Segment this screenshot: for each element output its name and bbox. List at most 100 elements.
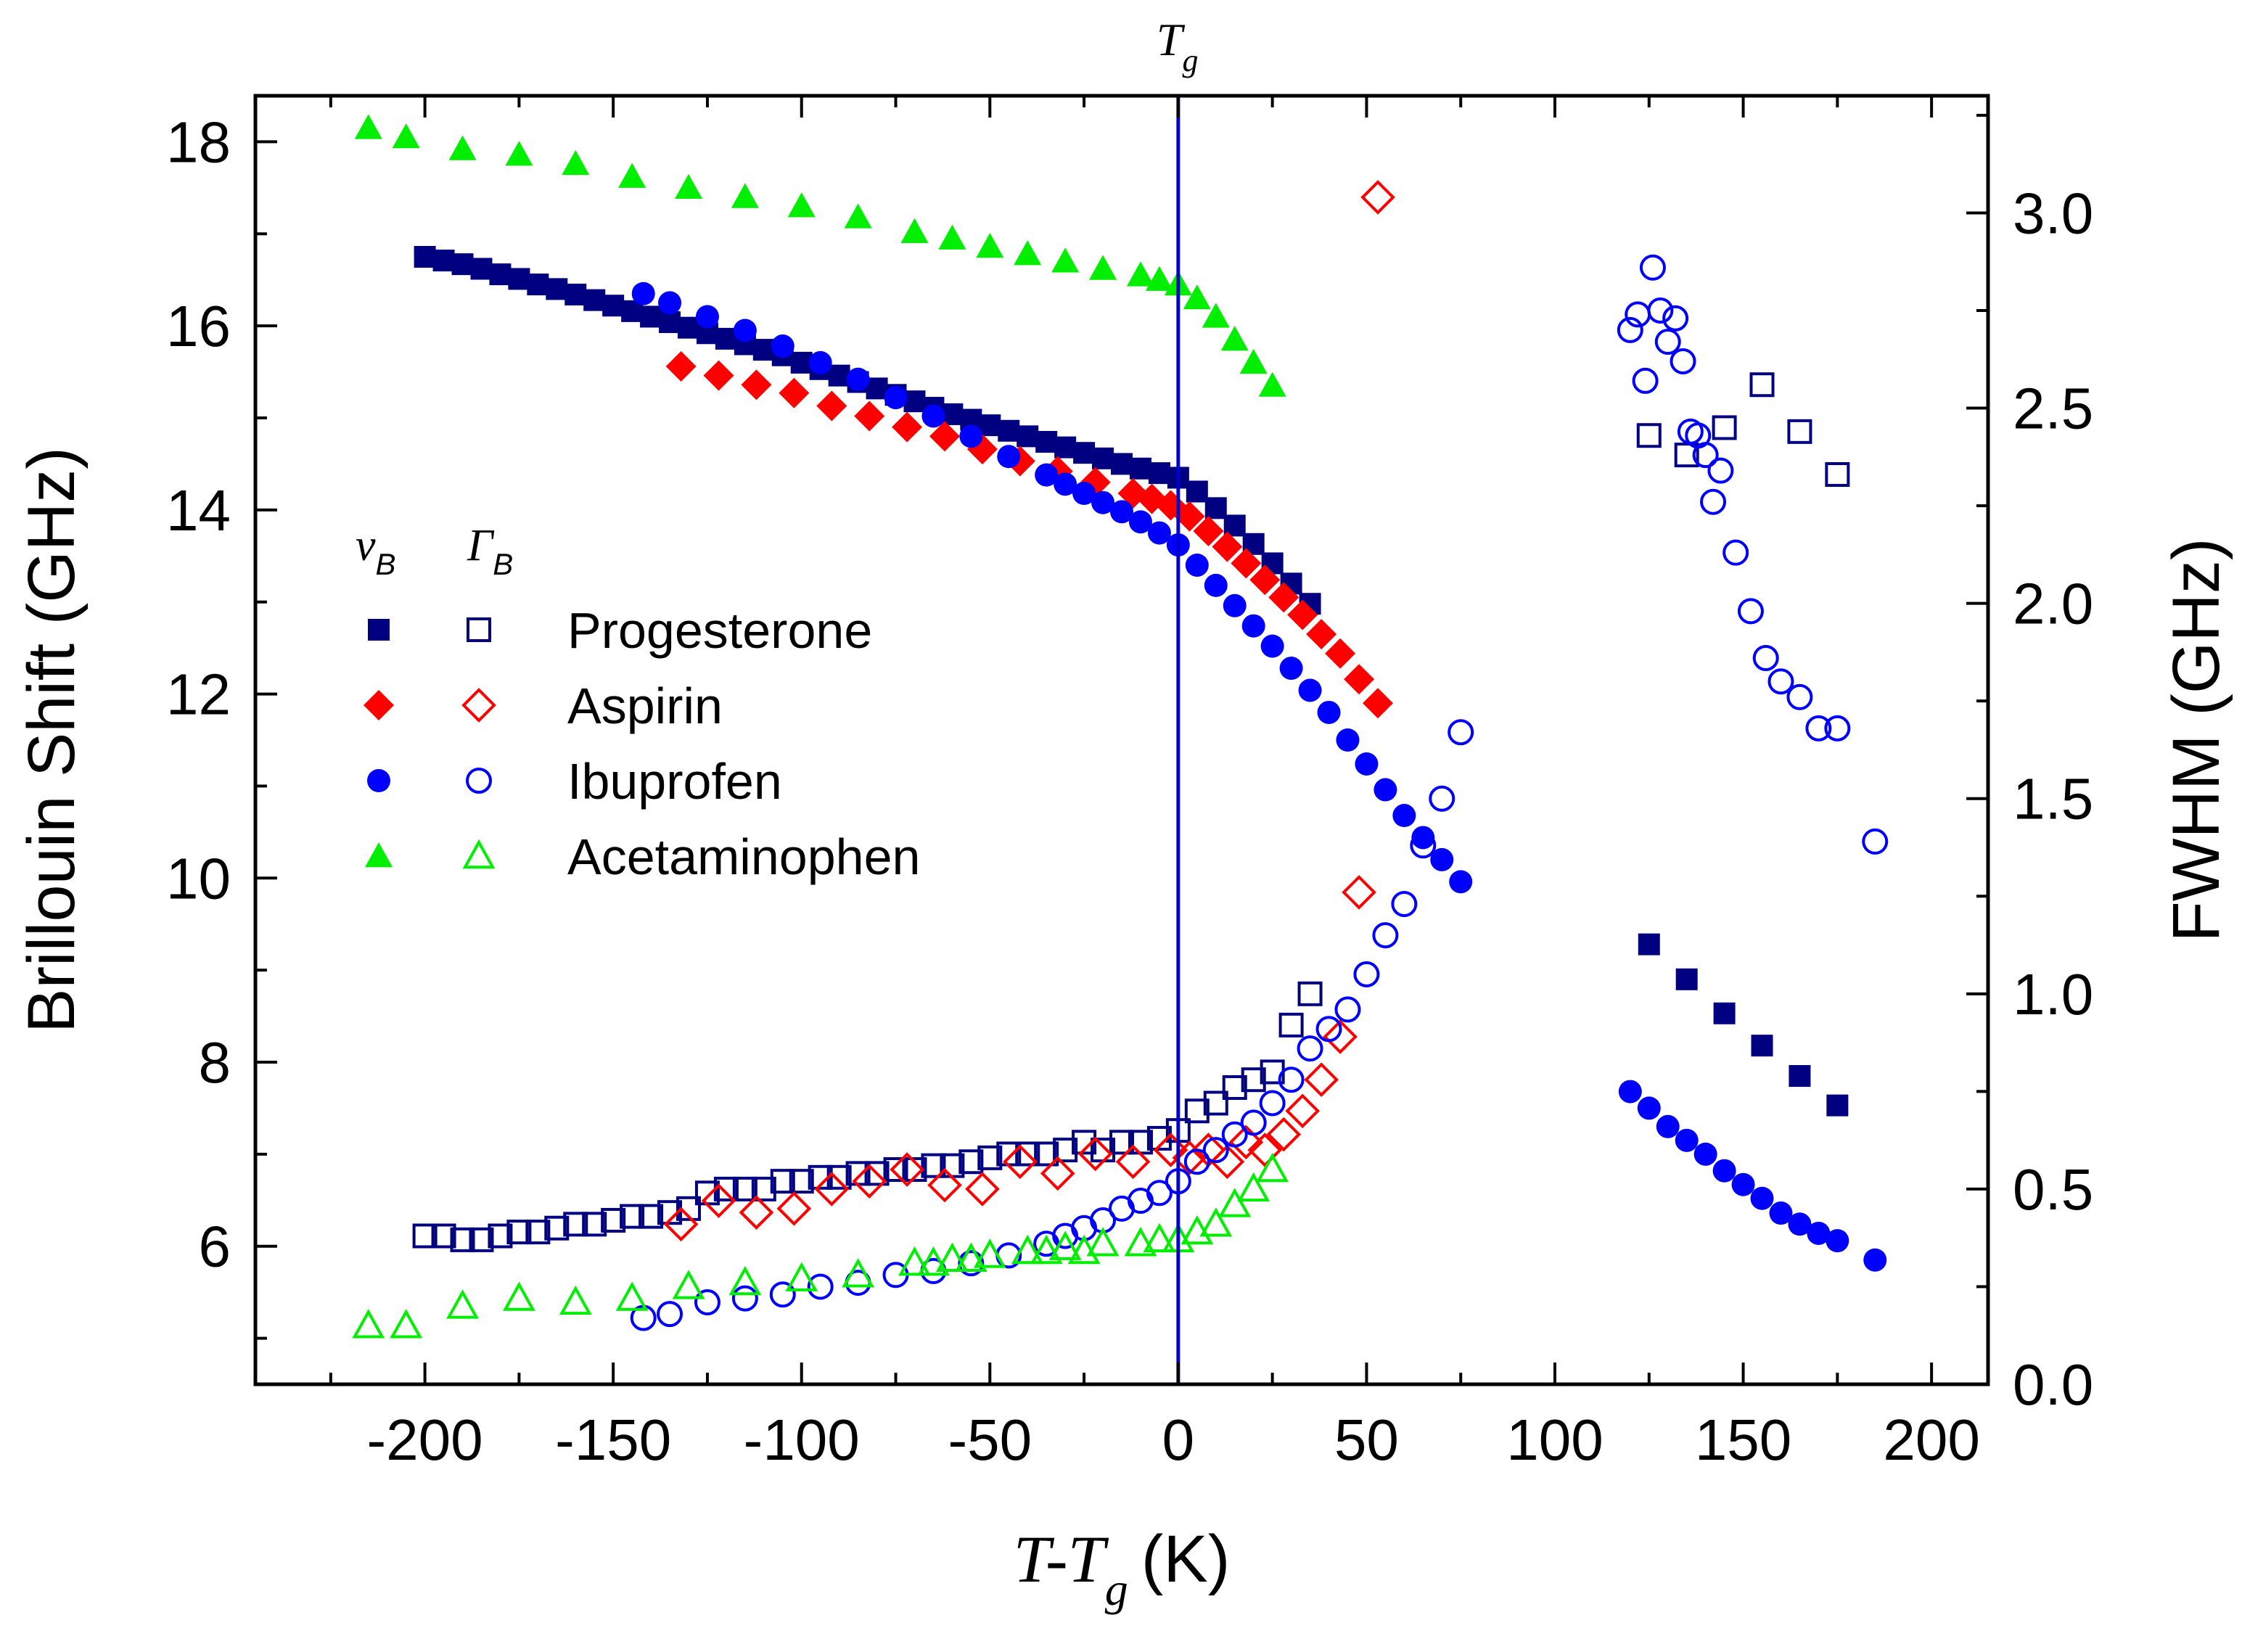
data-point — [665, 350, 697, 382]
data-point — [1722, 539, 1749, 566]
y-right-tick-label: 2.5 — [2013, 377, 2093, 441]
x-tick-label: -50 — [948, 1408, 1032, 1472]
data-point — [1731, 1172, 1755, 1196]
legend-head-gamma: ΓB — [467, 521, 513, 581]
data-point — [546, 278, 568, 300]
data-point — [431, 1223, 456, 1249]
data-point — [1034, 1141, 1059, 1167]
data-point — [1363, 688, 1394, 719]
data-point — [898, 1246, 931, 1276]
data-point — [582, 1212, 607, 1237]
data-point — [733, 319, 757, 342]
data-point — [1297, 1035, 1323, 1062]
data-point — [657, 1200, 683, 1225]
series-progesterone-shift — [414, 246, 1849, 1117]
data-point — [1212, 531, 1243, 562]
data-point — [703, 360, 734, 391]
data-point — [1228, 1125, 1264, 1160]
data-point — [1073, 442, 1096, 464]
data-point — [1411, 826, 1435, 850]
data-point — [1429, 785, 1455, 812]
data-point — [1091, 490, 1115, 514]
data-point — [1448, 719, 1474, 746]
data-point — [432, 250, 455, 272]
x-tick-label: 100 — [1506, 1408, 1603, 1472]
data-point — [1430, 847, 1454, 871]
data-point — [828, 364, 850, 387]
tg-annotation-sub: g — [1182, 43, 1198, 78]
data-point — [1654, 329, 1681, 356]
data-point — [1353, 961, 1380, 987]
data-point — [446, 1289, 479, 1319]
data-point — [1241, 614, 1265, 638]
legend-head-nu-sub: B — [376, 547, 396, 581]
data-point — [1713, 1002, 1736, 1024]
legend-head-nu-main: ν — [356, 521, 376, 570]
x-tick-label: -100 — [744, 1408, 860, 1472]
data-point — [1317, 700, 1341, 724]
data-point — [917, 1246, 950, 1276]
data-point — [657, 1301, 683, 1328]
legend: νB ΓB ProgesteroneAspirinIbuprofenAcetam… — [356, 521, 920, 885]
data-point — [1767, 668, 1794, 695]
data-point — [1863, 1248, 1887, 1272]
data-point — [1240, 1109, 1267, 1136]
data-point — [1325, 638, 1356, 669]
data-point — [1111, 453, 1133, 475]
x-tick-label: 200 — [1883, 1408, 1979, 1472]
x-tick-label: 50 — [1334, 1408, 1399, 1472]
y-left-tick-label: 18 — [166, 110, 231, 174]
data-point — [807, 1273, 834, 1300]
data-point — [728, 1265, 762, 1296]
tg-annotation-main: T — [1157, 14, 1186, 65]
x-axis-title-unit: (K) — [1141, 1522, 1231, 1596]
data-point — [1749, 372, 1775, 398]
data-point — [1185, 553, 1209, 577]
data-point — [1247, 1133, 1283, 1167]
data-point — [779, 377, 810, 408]
x-tick-label: 0 — [1162, 1408, 1195, 1472]
data-point — [1662, 305, 1689, 332]
data-point — [1826, 1094, 1849, 1117]
data-point — [1279, 657, 1303, 681]
legend-label: Acetaminophen — [567, 829, 920, 885]
data-point — [1183, 284, 1211, 310]
data-point — [678, 316, 699, 339]
y-right-tick-label: 0.5 — [2013, 1157, 2093, 1222]
data-point — [1638, 933, 1660, 956]
data-point — [1180, 1215, 1214, 1245]
data-point — [1126, 261, 1154, 287]
data-point — [1825, 462, 1850, 488]
data-point — [1199, 1207, 1233, 1237]
data-point — [1258, 371, 1286, 397]
data-point — [1285, 1093, 1321, 1129]
data-point — [1636, 423, 1662, 448]
data-point — [1617, 316, 1643, 343]
data-point — [1092, 447, 1114, 469]
data-point — [965, 1172, 1000, 1207]
data-point — [1124, 1227, 1157, 1257]
data-markers — [352, 114, 1889, 1339]
data-point — [1824, 715, 1851, 741]
data-point — [470, 258, 493, 280]
data-point — [935, 1242, 969, 1272]
y-left-tick-label: 10 — [166, 846, 231, 911]
data-point — [675, 173, 702, 200]
data-point — [1297, 981, 1323, 1006]
data-point — [1129, 457, 1151, 480]
legend-marker-open — [467, 617, 491, 642]
data-point — [1336, 728, 1360, 752]
y-right-tick-label: 0.0 — [2013, 1352, 2093, 1417]
data-point — [787, 192, 816, 218]
x-tick-label: -200 — [367, 1408, 483, 1472]
data-point — [1342, 875, 1376, 910]
data-point — [1184, 1098, 1210, 1124]
data-point — [1826, 1229, 1849, 1253]
data-point — [615, 1281, 649, 1311]
data-point — [998, 419, 1020, 442]
data-point — [1147, 521, 1171, 545]
data-point — [1218, 1188, 1252, 1217]
data-point — [1237, 1172, 1270, 1202]
data-point — [1712, 415, 1737, 440]
